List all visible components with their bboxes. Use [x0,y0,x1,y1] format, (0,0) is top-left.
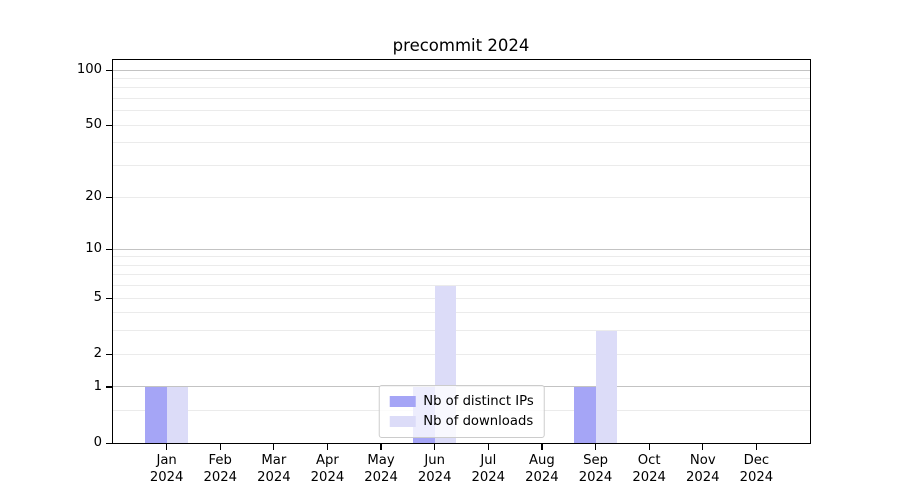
x-tick-label: Sep 2024 [578,453,613,485]
y-tick-label: 10 [85,241,102,257]
bar-distinct-ips [574,387,596,443]
y-gridline-minor [113,87,810,89]
y-tick-mark [106,353,112,355]
x-tick-mark [273,444,275,450]
legend: Nb of distinct IPs Nb of downloads [378,385,545,438]
legend-item-distinct-ips: Nb of distinct IPs [389,391,534,411]
y-gridline-minor [113,274,810,276]
x-tick-label: Feb 2024 [203,453,237,485]
y-gridline-minor [113,78,810,80]
x-tick-mark [755,444,757,450]
x-tick-mark [219,444,221,450]
x-tick-mark [380,444,382,450]
y-tick-label: 5 [93,290,102,306]
y-gridline-minor [113,110,810,112]
x-tick-mark [166,444,168,450]
y-gridline-minor [113,312,810,314]
y-tick-label: 50 [85,117,102,133]
y-tick-label: 100 [76,62,102,78]
y-tick-mark [106,196,112,198]
bar-downloads [595,331,617,443]
x-tick-mark [541,444,543,450]
y-gridline-minor [113,98,810,100]
y-gridline-minor [113,264,810,266]
x-tick-mark [487,444,489,450]
x-tick-mark [434,444,436,450]
x-tick-mark [648,444,650,450]
y-tick-mark [106,386,112,388]
y-gridline-minor [113,165,810,167]
y-gridline-minor [113,256,810,258]
y-tick-mark [106,124,112,126]
x-tick-mark [702,444,704,450]
y-tick-mark [106,297,112,299]
y-gridline-minor [113,124,810,126]
x-tick-label: Mar 2024 [257,453,291,485]
x-tick-label: Jul 2024 [471,453,506,485]
y-tick-mark [106,69,112,71]
y-gridline-minor [113,297,810,299]
x-tick-label: Apr 2024 [310,453,345,485]
plot-area: Nb of distinct IPs Nb of downloads [112,59,811,444]
x-tick-mark [326,444,329,450]
y-tick-mark [106,248,112,250]
x-tick-mark [594,444,597,450]
y-tick-mark [106,442,112,444]
x-tick-label: May 2024 [364,453,398,485]
x-tick-label: Nov 2024 [685,453,720,485]
y-gridline-major [113,69,810,71]
y-gridline-minor [113,196,810,198]
x-tick-label: Oct 2024 [632,453,666,485]
y-gridline-minor [113,285,810,287]
y-gridline-minor [113,353,810,355]
legend-swatch-downloads-icon [389,415,416,427]
legend-swatch-distinct-ips-icon [389,395,416,407]
bar-distinct-ips [145,387,167,443]
y-gridline-minor [113,142,810,144]
y-tick-label: 0 [93,435,102,450]
y-tick-label: 2 [93,346,102,362]
y-gridline-major [113,248,810,250]
y-tick-label: 20 [85,189,102,204]
x-tick-label: Aug 2024 [525,453,559,485]
x-tick-label: Jun 2024 [417,453,452,485]
legend-label-distinct-ips: Nb of distinct IPs [423,393,534,409]
x-tick-label: Jan 2024 [149,453,184,485]
legend-label-downloads: Nb of downloads [423,413,534,429]
legend-item-downloads: Nb of downloads [389,411,534,431]
chart-title: precommit 2024 [392,36,530,55]
x-tick-label: Dec 2024 [739,453,774,485]
y-tick-label: 1 [93,378,102,394]
bar-downloads [166,387,188,443]
y-gridline-minor [113,330,810,332]
